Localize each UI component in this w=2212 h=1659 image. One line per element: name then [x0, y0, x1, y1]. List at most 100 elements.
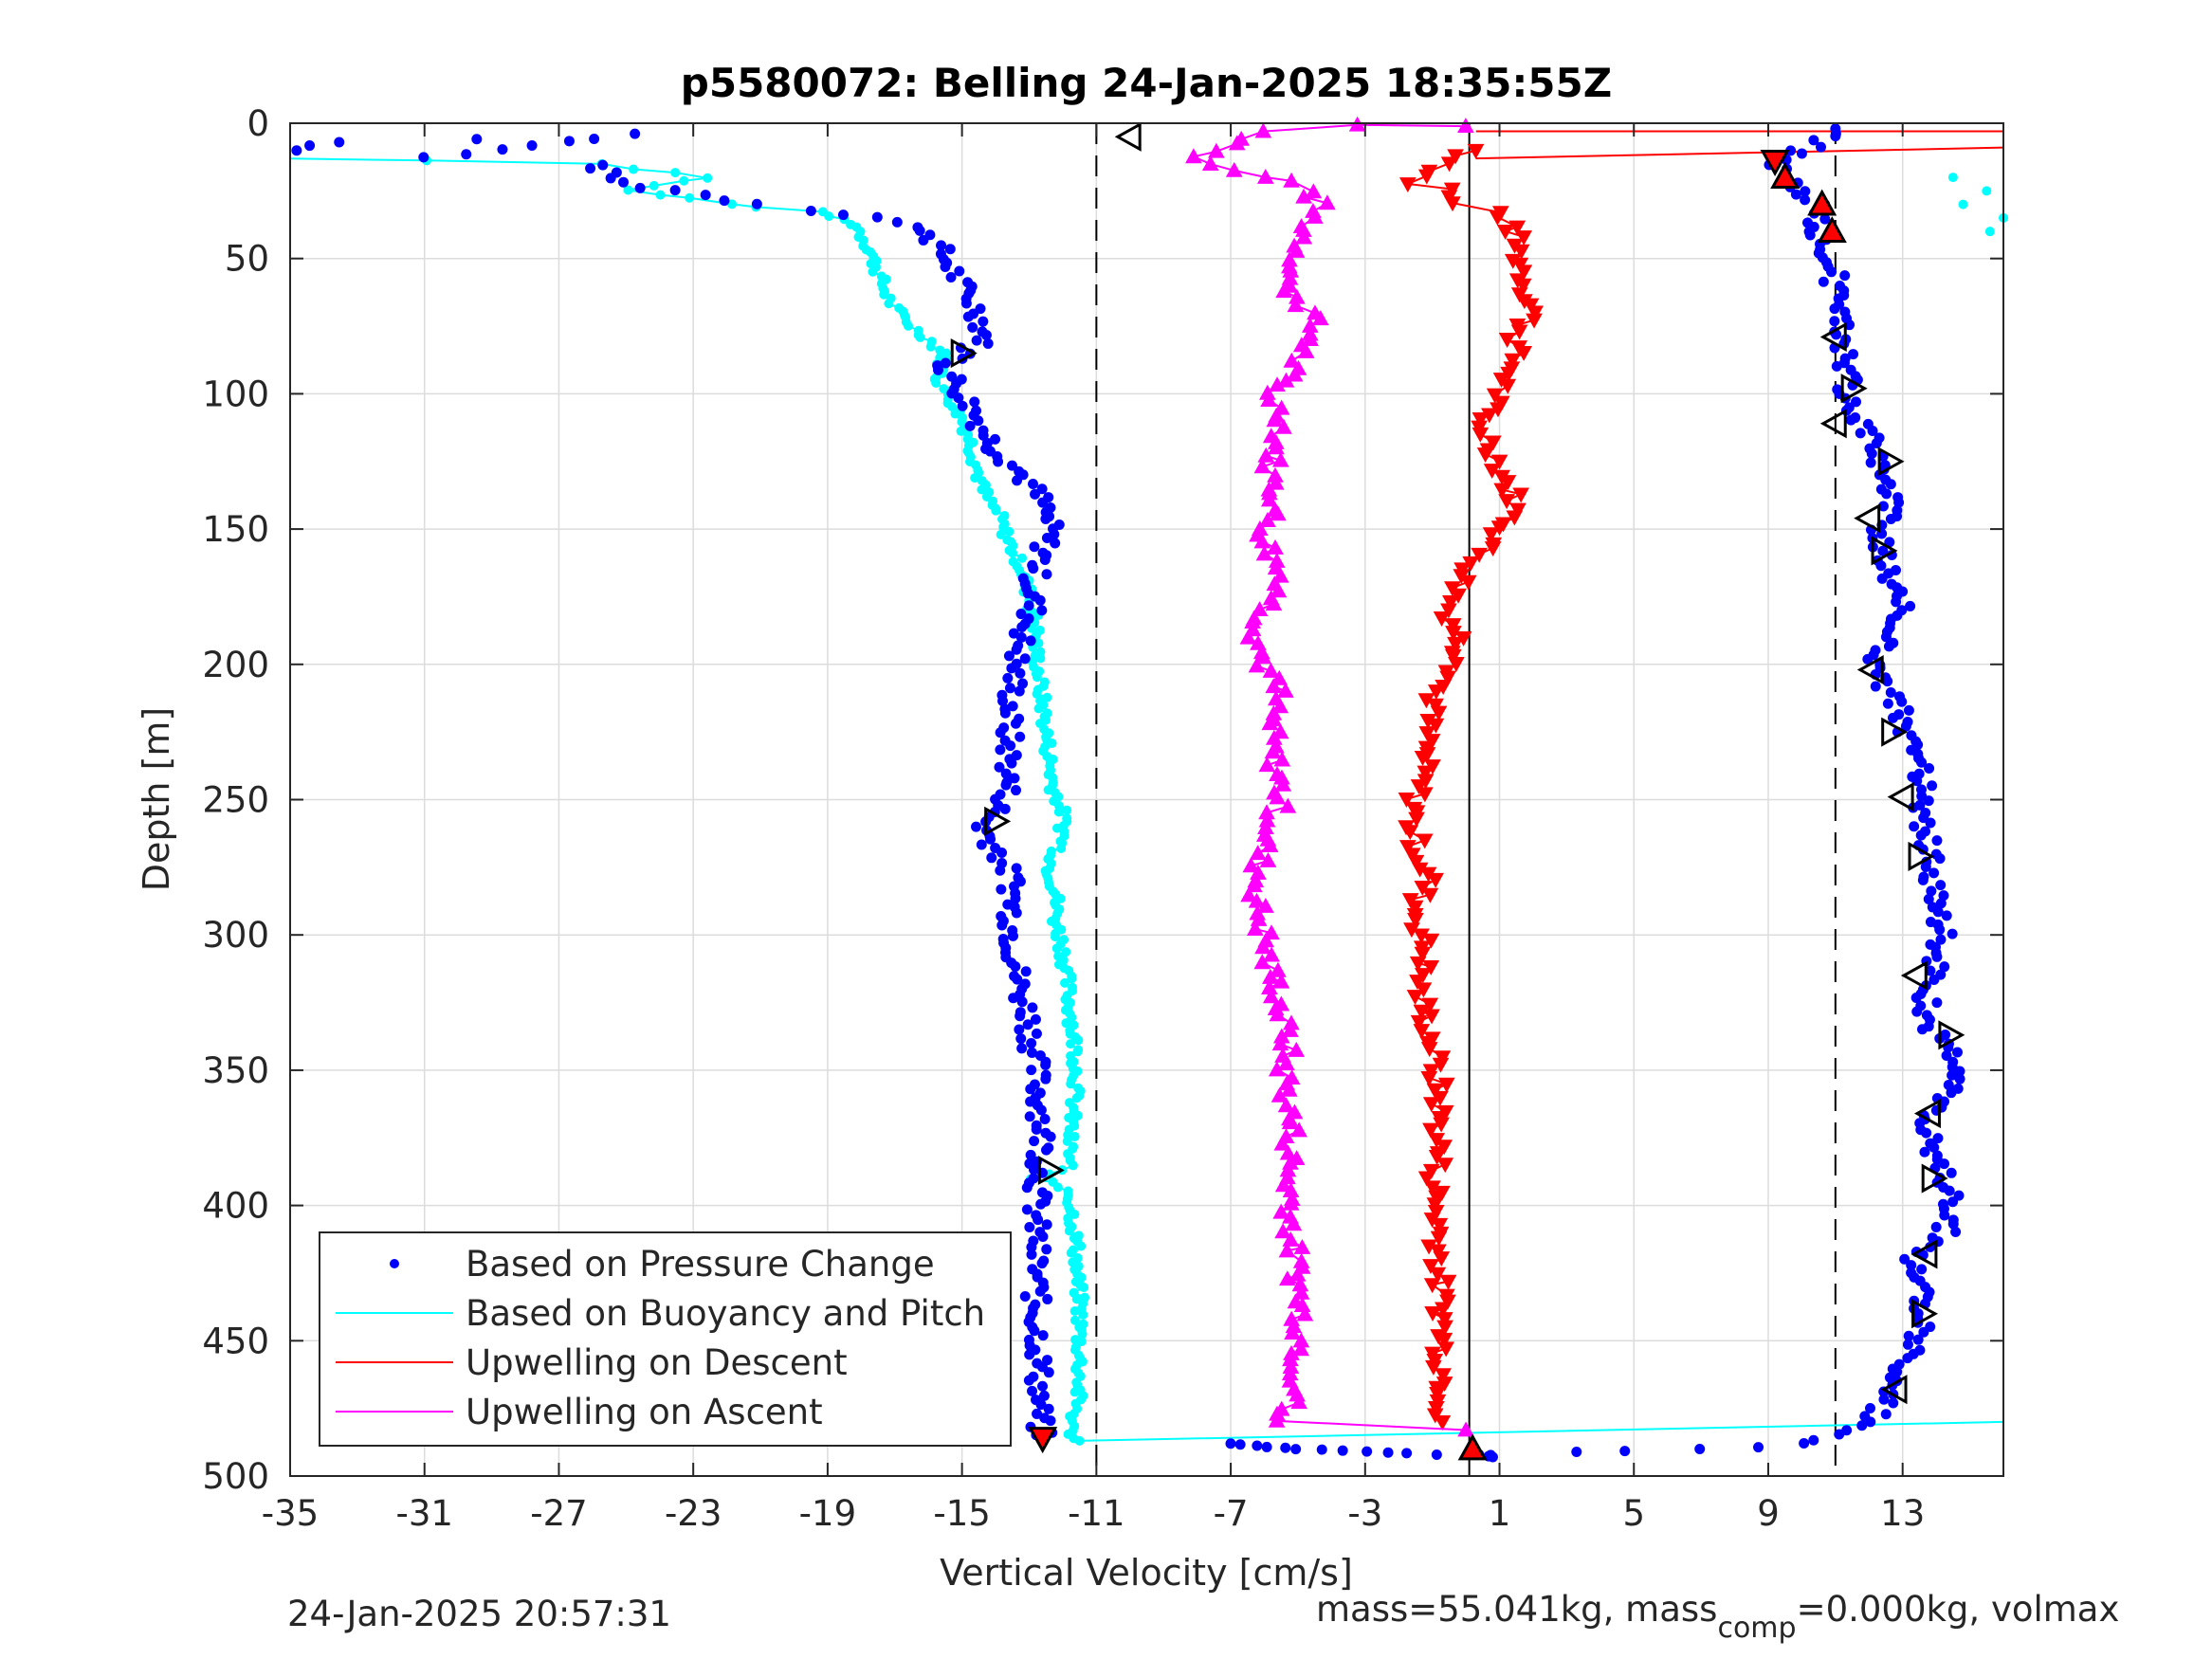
pressure-point-descent: [986, 852, 997, 864]
upwelling-ascent-point: [1278, 1055, 1295, 1070]
pressure-point-descent: [1015, 1011, 1026, 1022]
pressure-point-descent: [1015, 1033, 1027, 1045]
pressure-point-ascent: [1819, 213, 1831, 225]
pressure-point-descent: [1009, 773, 1020, 784]
buoyancy-surface-point: [1958, 199, 1968, 210]
pressure-point-ascent: [1939, 961, 1950, 973]
upwelling-descent-point: [1418, 726, 1436, 742]
upwelling-ascent-point: [1277, 682, 1294, 698]
pressure-point-descent: [1039, 554, 1051, 565]
pressure-point-descent: [1002, 672, 1014, 684]
upwelling-ascent-point: [1254, 122, 1272, 138]
pressure-point-descent: [1022, 1019, 1033, 1030]
pressure-point-ascent: [1878, 1394, 1890, 1405]
pressure-point-ascent: [1855, 428, 1866, 439]
pressure-point-ascent: [1929, 867, 1940, 879]
upwelling-descent-point: [1429, 1386, 1446, 1402]
upwelling-descent-point: [1510, 324, 1528, 340]
pressure-point-descent: [1030, 488, 1041, 500]
pressure-point-descent: [1036, 483, 1048, 495]
pressure-point-ascent: [1818, 276, 1829, 287]
pressure-point-descent: [1015, 667, 1026, 679]
upwelling-ascent-point: [1277, 1097, 1295, 1113]
legend-box: [319, 1231, 1012, 1447]
pressure-point-descent: [1019, 1291, 1031, 1303]
upwelling-descent-point: [1427, 698, 1444, 714]
upwelling-ascent-point: [1228, 135, 1246, 151]
upwelling-ascent-point: [1271, 698, 1289, 714]
pressure-point-descent: [617, 176, 629, 188]
x-axis-label: Vertical Velocity [cm/s]: [940, 1552, 1353, 1594]
pressure-point-descent: [993, 456, 1004, 467]
y-axis-label: Depth [m]: [136, 707, 177, 892]
open-left-triangle-marker: [1114, 121, 1142, 152]
buoyancy-point: [925, 341, 936, 352]
upwelling-ascent-point: [1267, 538, 1284, 555]
pressure-point-ascent: [1880, 1409, 1892, 1420]
filled-up-triangle-marker: [1817, 216, 1847, 244]
upwelling-ascent-point: [1253, 458, 1271, 474]
upwelling-ascent-point: [1287, 297, 1305, 313]
upwelling-descent-point: [1415, 982, 1433, 998]
upwelling-descent-point: [1514, 278, 1532, 294]
upwelling-descent-point: [1444, 196, 1461, 212]
pressure-point-bottom: [1362, 1446, 1373, 1457]
pressure-point-descent: [1043, 1403, 1054, 1414]
buoyancy-point: [1061, 947, 1071, 957]
upwelling-ascent-point: [1259, 851, 1277, 867]
y-tick-label: 250: [202, 780, 269, 821]
upwelling-descent-point: [1428, 1149, 1446, 1165]
legend-marker-pressure: [390, 1259, 399, 1268]
upwelling-ascent-point: [1286, 366, 1304, 382]
pressure-point-descent: [957, 400, 968, 411]
upwelling-ascent-point: [1261, 837, 1279, 852]
buoyancy-point: [1066, 1248, 1076, 1258]
pressure-point-descent: [940, 261, 951, 272]
upwelling-ascent-point: [1274, 1176, 1292, 1193]
upwelling-ascent-point: [1282, 1021, 1299, 1037]
pressure-point-ascent: [1906, 1267, 1917, 1279]
legend-entry-ascent: Upwelling on Ascent: [466, 1392, 823, 1432]
upwelling-descent-point: [1417, 1171, 1435, 1187]
pressure-point-ascent: [1796, 148, 1807, 159]
legend-entry-descent: Upwelling on Descent: [466, 1342, 848, 1383]
pressure-point-ascent: [1927, 780, 1938, 792]
buoyancy-point: [1047, 738, 1057, 748]
buoyancy-point: [1066, 1079, 1076, 1089]
pressure-point-ascent: [1927, 1232, 1938, 1244]
pressure-point-descent: [1021, 1204, 1033, 1215]
buoyancy-point: [1064, 1226, 1074, 1236]
buoyancy-surface-point: [1984, 227, 1995, 237]
upwelling-ascent-point: [1457, 118, 1474, 134]
upwelling-ascent-point: [1265, 595, 1283, 611]
upwelling-ascent-point: [1311, 310, 1329, 326]
upwelling-ascent-point: [1284, 1324, 1301, 1340]
pressure-point-ascent: [1875, 483, 1887, 495]
buoyancy-point: [1077, 1329, 1088, 1340]
pressure-point-descent: [1041, 532, 1052, 543]
upwelling-ascent-point: [1258, 757, 1276, 773]
pressure-point-descent: [1035, 1399, 1047, 1411]
pressure-point-descent: [936, 240, 947, 251]
pressure-point-ascent: [1912, 1334, 1924, 1345]
upwelling-ascent-point: [1260, 392, 1277, 407]
pressure-point-descent: [1042, 1293, 1053, 1304]
buoyancy-point: [1017, 553, 1028, 563]
pressure-point-ascent: [1882, 698, 1893, 709]
buoyancy-point: [1069, 1387, 1080, 1397]
upwelling-descent-point: [1423, 1278, 1441, 1294]
pressure-point-descent: [1008, 993, 1019, 1004]
upwelling-ascent-point: [1185, 148, 1202, 164]
pressure-point-descent: [1040, 1144, 1051, 1156]
pressure-point-ascent: [1947, 928, 1958, 939]
pressure-point-ascent: [1947, 1056, 1959, 1067]
pressure-point-descent: [1026, 1249, 1037, 1260]
pressure-point-descent: [1011, 785, 1021, 796]
upwelling-ascent-point: [1261, 715, 1279, 731]
upwelling-ascent-point: [1267, 474, 1285, 490]
pressure-point-ascent: [1903, 704, 1914, 716]
pressure-point-ascent: [1839, 353, 1851, 364]
pressure-point-descent: [914, 225, 925, 236]
upwelling-descent-point: [1435, 1312, 1453, 1328]
upwelling-descent-point: [1429, 1267, 1447, 1283]
